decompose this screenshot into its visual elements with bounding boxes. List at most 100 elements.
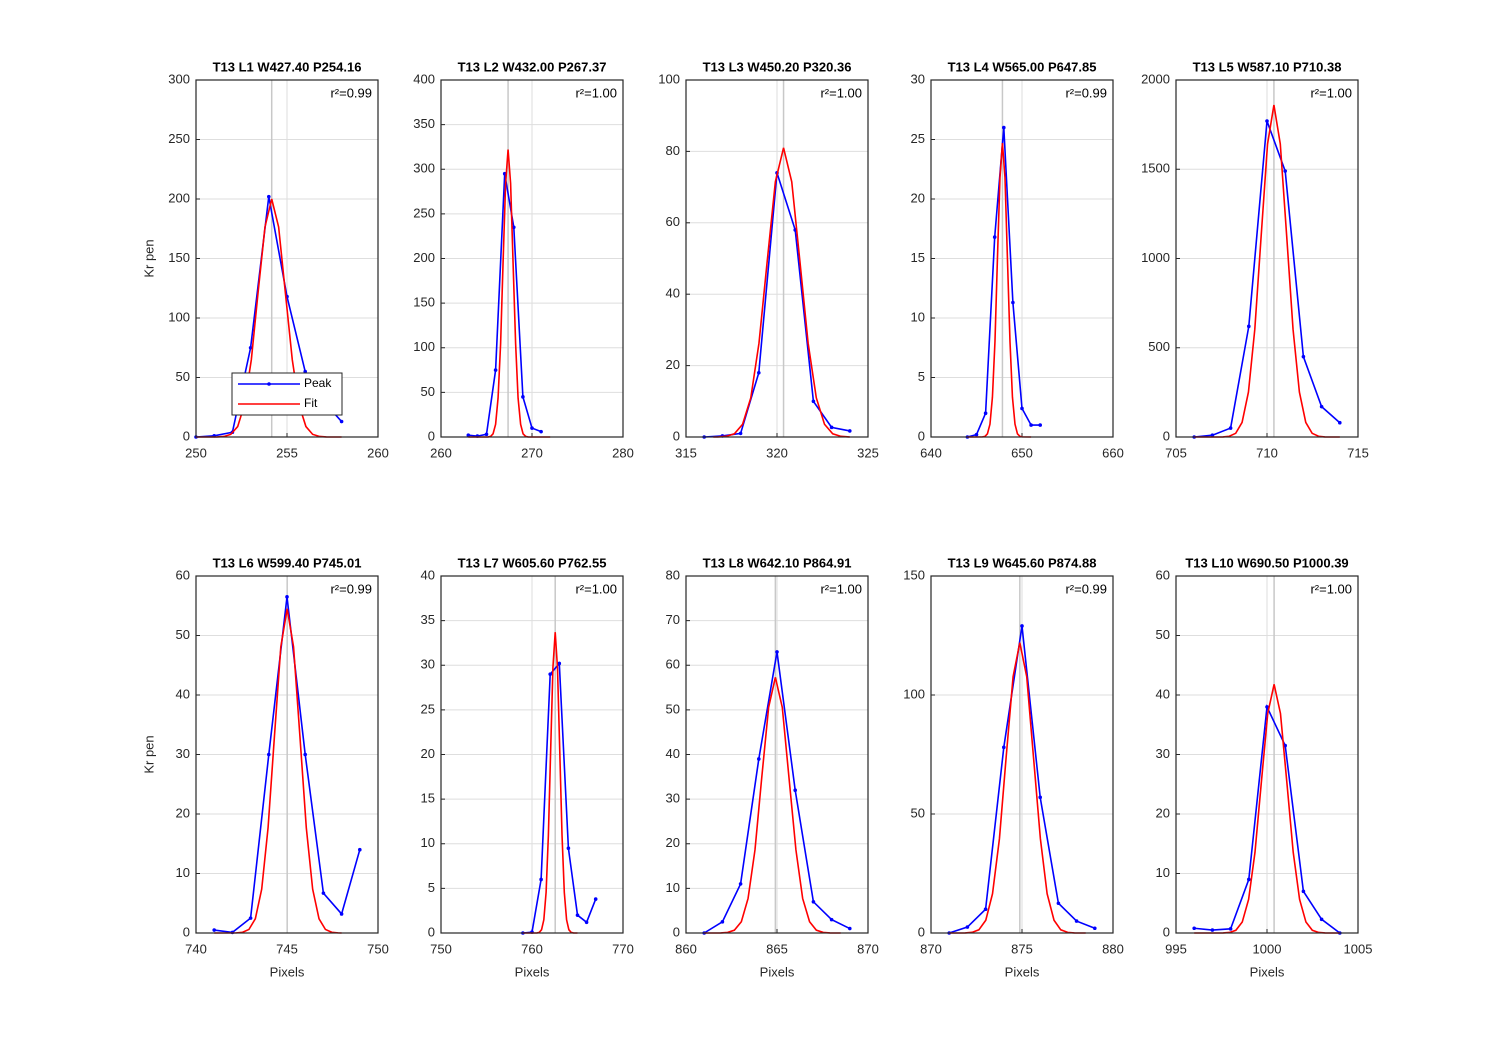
x-tick-label: 1000 bbox=[1253, 941, 1282, 956]
data-point bbox=[1002, 745, 1006, 750]
data-point bbox=[303, 752, 308, 757]
y-tick-label: 400 bbox=[413, 71, 435, 86]
y-tick-label: 0 bbox=[183, 428, 190, 443]
y-tick-label: 300 bbox=[168, 71, 190, 86]
data-point bbox=[321, 891, 326, 895]
y-tick-label: 40 bbox=[1156, 686, 1170, 701]
data-point bbox=[1319, 404, 1324, 409]
series-line bbox=[195, 198, 342, 438]
data-point bbox=[1319, 917, 1324, 922]
y-tick-label: 15 bbox=[911, 250, 925, 265]
axes-box bbox=[685, 79, 869, 438]
data-point bbox=[1093, 926, 1097, 931]
x-tick-label: 750 bbox=[430, 941, 452, 956]
data-point bbox=[358, 847, 362, 852]
y-tick-label: 40 bbox=[666, 286, 680, 301]
y-tick-label: 50 bbox=[176, 369, 190, 384]
y-tick-label: 350 bbox=[413, 116, 435, 131]
data-point bbox=[248, 345, 253, 350]
legend-marker bbox=[267, 382, 271, 386]
y-tick-label: 70 bbox=[666, 612, 680, 627]
x-tick-label: 715 bbox=[1347, 445, 1369, 460]
data-point bbox=[1228, 927, 1233, 931]
y-tick-label: 20 bbox=[666, 835, 680, 850]
y-tick-label: 15 bbox=[421, 791, 435, 806]
y-tick-label: 40 bbox=[421, 567, 435, 582]
series-line bbox=[713, 147, 850, 438]
y-axis-label: Kr pen bbox=[141, 735, 156, 773]
y-tick-label: 30 bbox=[911, 71, 925, 86]
subplot: 0 5 10 15 20 25 30 640 650 660 T13 L4 W565.00 P647… bbox=[911, 59, 1124, 460]
y-tick-label: 10 bbox=[1156, 865, 1170, 880]
axes-box bbox=[685, 575, 869, 934]
y-tick-label: 0 bbox=[918, 924, 925, 939]
data-point bbox=[285, 595, 289, 599]
data-point bbox=[484, 432, 489, 437]
data-point bbox=[1283, 169, 1287, 173]
y-tick-label: 0 bbox=[183, 924, 190, 939]
y-axis-label: Kr pen bbox=[141, 239, 156, 277]
y-tick-label: 100 bbox=[903, 686, 925, 701]
data-point bbox=[339, 912, 344, 916]
x-tick-label: 760 bbox=[521, 941, 543, 956]
y-tick-label: 20 bbox=[1156, 805, 1170, 820]
x-tick-label: 260 bbox=[430, 445, 452, 460]
data-point bbox=[339, 419, 344, 424]
subplot: 0 50 100 150 870 875 880 T13 L9 W645.60 P874.88… bbox=[903, 555, 1124, 979]
y-tick-label: 0 bbox=[673, 924, 680, 939]
y-tick-label: 0 bbox=[918, 428, 925, 443]
data-point bbox=[575, 913, 580, 917]
subplot-title: T13 L9 W645.60 P874.88 bbox=[948, 555, 1097, 570]
data-point bbox=[1020, 624, 1024, 628]
y-tick-label: 1000 bbox=[1141, 250, 1170, 265]
y-tick-label: 25 bbox=[421, 701, 435, 716]
y-tick-label: 150 bbox=[903, 567, 925, 582]
annotation: r²=0.99 bbox=[1065, 581, 1107, 596]
series-line bbox=[949, 642, 1086, 934]
data-point bbox=[1192, 926, 1196, 931]
x-tick-label: 250 bbox=[185, 445, 207, 460]
x-tick-label: 270 bbox=[521, 445, 543, 460]
y-tick-label: 0 bbox=[673, 428, 680, 443]
data-point bbox=[539, 877, 543, 882]
data-point bbox=[848, 429, 852, 433]
x-tick-label: 705 bbox=[1165, 445, 1187, 460]
y-tick-label: 50 bbox=[1156, 627, 1170, 642]
y-tick-label: 35 bbox=[421, 612, 435, 627]
series-line bbox=[967, 143, 1032, 438]
data-point bbox=[738, 431, 743, 436]
subplot-title: T13 L7 W605.60 P762.55 bbox=[458, 555, 607, 570]
data-point bbox=[738, 882, 743, 886]
data-point bbox=[974, 432, 979, 437]
y-tick-label: 1500 bbox=[1141, 161, 1170, 176]
y-tick-label: 25 bbox=[911, 131, 925, 146]
y-tick-label: 0 bbox=[428, 924, 435, 939]
data-point bbox=[267, 752, 271, 757]
y-tick-label: 30 bbox=[666, 791, 680, 806]
data-point bbox=[548, 672, 552, 676]
data-point bbox=[512, 225, 516, 230]
y-tick-label: 0 bbox=[1163, 428, 1170, 443]
x-tick-label: 315 bbox=[675, 445, 697, 460]
data-point bbox=[1029, 423, 1033, 427]
data-point bbox=[1020, 406, 1024, 411]
data-point bbox=[829, 917, 834, 922]
data-point bbox=[1265, 119, 1269, 123]
data-point bbox=[1338, 420, 1342, 425]
y-tick-label: 80 bbox=[666, 567, 680, 582]
subplot: 0 5 10 15 20 25 30 35 40 750 760 770 T13 L7 W605.60 … bbox=[421, 555, 634, 979]
data-point bbox=[1038, 795, 1042, 800]
series-line bbox=[468, 149, 551, 438]
y-tick-label: 30 bbox=[421, 657, 435, 672]
data-point bbox=[593, 897, 598, 901]
x-tick-label: 745 bbox=[276, 941, 298, 956]
data-point bbox=[1247, 877, 1251, 882]
y-tick-label: 10 bbox=[666, 880, 680, 895]
data-point bbox=[1247, 324, 1251, 329]
subplot-title: T13 L5 W587.10 P710.38 bbox=[1193, 59, 1342, 74]
subplot-title: T13 L4 W565.00 P647.85 bbox=[948, 59, 1097, 74]
data-point bbox=[521, 395, 525, 399]
data-point bbox=[493, 368, 498, 372]
series-line bbox=[1194, 684, 1340, 934]
